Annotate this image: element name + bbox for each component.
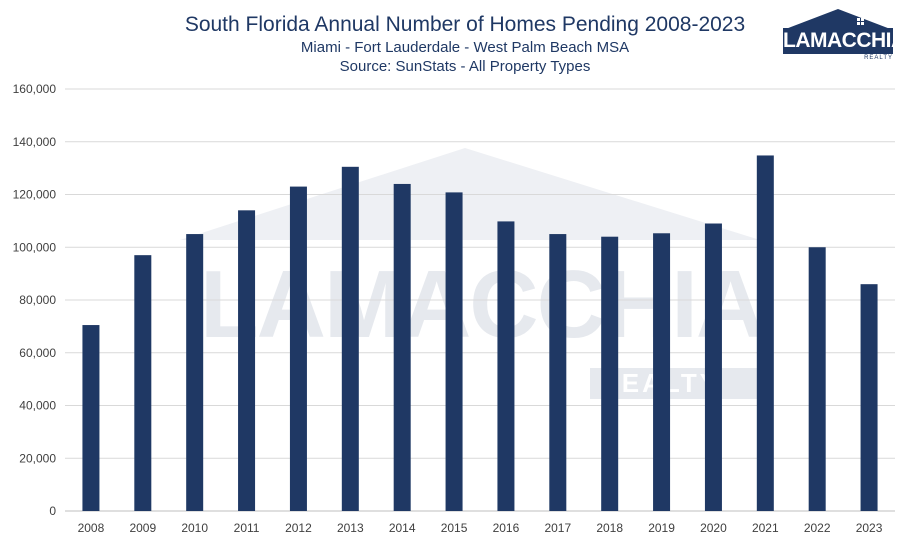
x-tick-label: 2010 bbox=[181, 521, 208, 535]
x-tick-label: 2016 bbox=[493, 521, 520, 535]
y-tick-label: 40,000 bbox=[19, 399, 56, 413]
bar bbox=[860, 284, 878, 511]
y-tick-label: 140,000 bbox=[13, 135, 57, 149]
y-tick-label: 100,000 bbox=[13, 240, 57, 254]
bar bbox=[238, 210, 256, 511]
bar bbox=[134, 255, 152, 511]
bar bbox=[704, 223, 722, 511]
x-tick-label: 2018 bbox=[596, 521, 623, 535]
x-axis-ticks: 2008 2009 2010 2011 2012 2013 2014 2015 2016 2017… bbox=[78, 521, 883, 535]
chart-source: Source: SunStats - All Property Types bbox=[339, 58, 591, 75]
gridlines bbox=[65, 88, 895, 512]
logo-tagline: REALTY bbox=[864, 55, 893, 61]
y-tick-label: 120,000 bbox=[13, 188, 57, 202]
bar bbox=[341, 166, 359, 511]
bar bbox=[808, 247, 826, 511]
chart-subtitle: Miami - Fort Lauderdale - West Palm Beac… bbox=[300, 39, 630, 56]
bar bbox=[82, 325, 100, 511]
bar bbox=[756, 155, 774, 511]
bar bbox=[186, 234, 204, 511]
bars bbox=[82, 155, 878, 512]
logo-roof-icon bbox=[783, 9, 893, 30]
x-tick-label: 2009 bbox=[129, 521, 156, 535]
lamacchia-logo: LAMACCHIA REALTY bbox=[783, 8, 906, 62]
x-tick-label: 2008 bbox=[78, 521, 105, 535]
bar bbox=[549, 234, 567, 511]
bar bbox=[497, 221, 515, 511]
y-tick-label: 20,000 bbox=[19, 451, 56, 465]
x-tick-label: 2019 bbox=[648, 521, 675, 535]
y-tick-label: 80,000 bbox=[19, 293, 56, 307]
x-tick-label: 2023 bbox=[856, 521, 883, 535]
x-tick-label: 2020 bbox=[700, 521, 727, 535]
x-tick-label: 2022 bbox=[804, 521, 831, 535]
y-tick-label: 0 bbox=[49, 504, 56, 518]
chart-titles: South Florida Annual Number of Homes Pen… bbox=[0, 12, 907, 76]
y-axis-ticks: 0 20,000 40,000 60,000 80,000 100,000 120,000 1… bbox=[13, 82, 57, 518]
x-tick-label: 2021 bbox=[752, 521, 779, 535]
y-tick-label: 160,000 bbox=[13, 82, 57, 96]
y-tick-label: 60,000 bbox=[19, 346, 56, 360]
x-tick-label: 2015 bbox=[441, 521, 468, 535]
x-tick-label: 2014 bbox=[389, 521, 416, 535]
bar bbox=[289, 186, 307, 511]
x-tick-label: 2012 bbox=[285, 521, 312, 535]
x-tick-label: 2017 bbox=[544, 521, 571, 535]
x-tick-label: 2011 bbox=[234, 521, 260, 535]
bar bbox=[653, 233, 671, 512]
logo-brand: LAMACCHIA bbox=[783, 28, 906, 54]
bar bbox=[445, 192, 463, 511]
bar bbox=[393, 183, 411, 511]
x-tick-label: 2013 bbox=[337, 521, 364, 535]
chart-title: South Florida Annual Number of Homes Pen… bbox=[184, 13, 746, 36]
bar bbox=[601, 236, 619, 511]
